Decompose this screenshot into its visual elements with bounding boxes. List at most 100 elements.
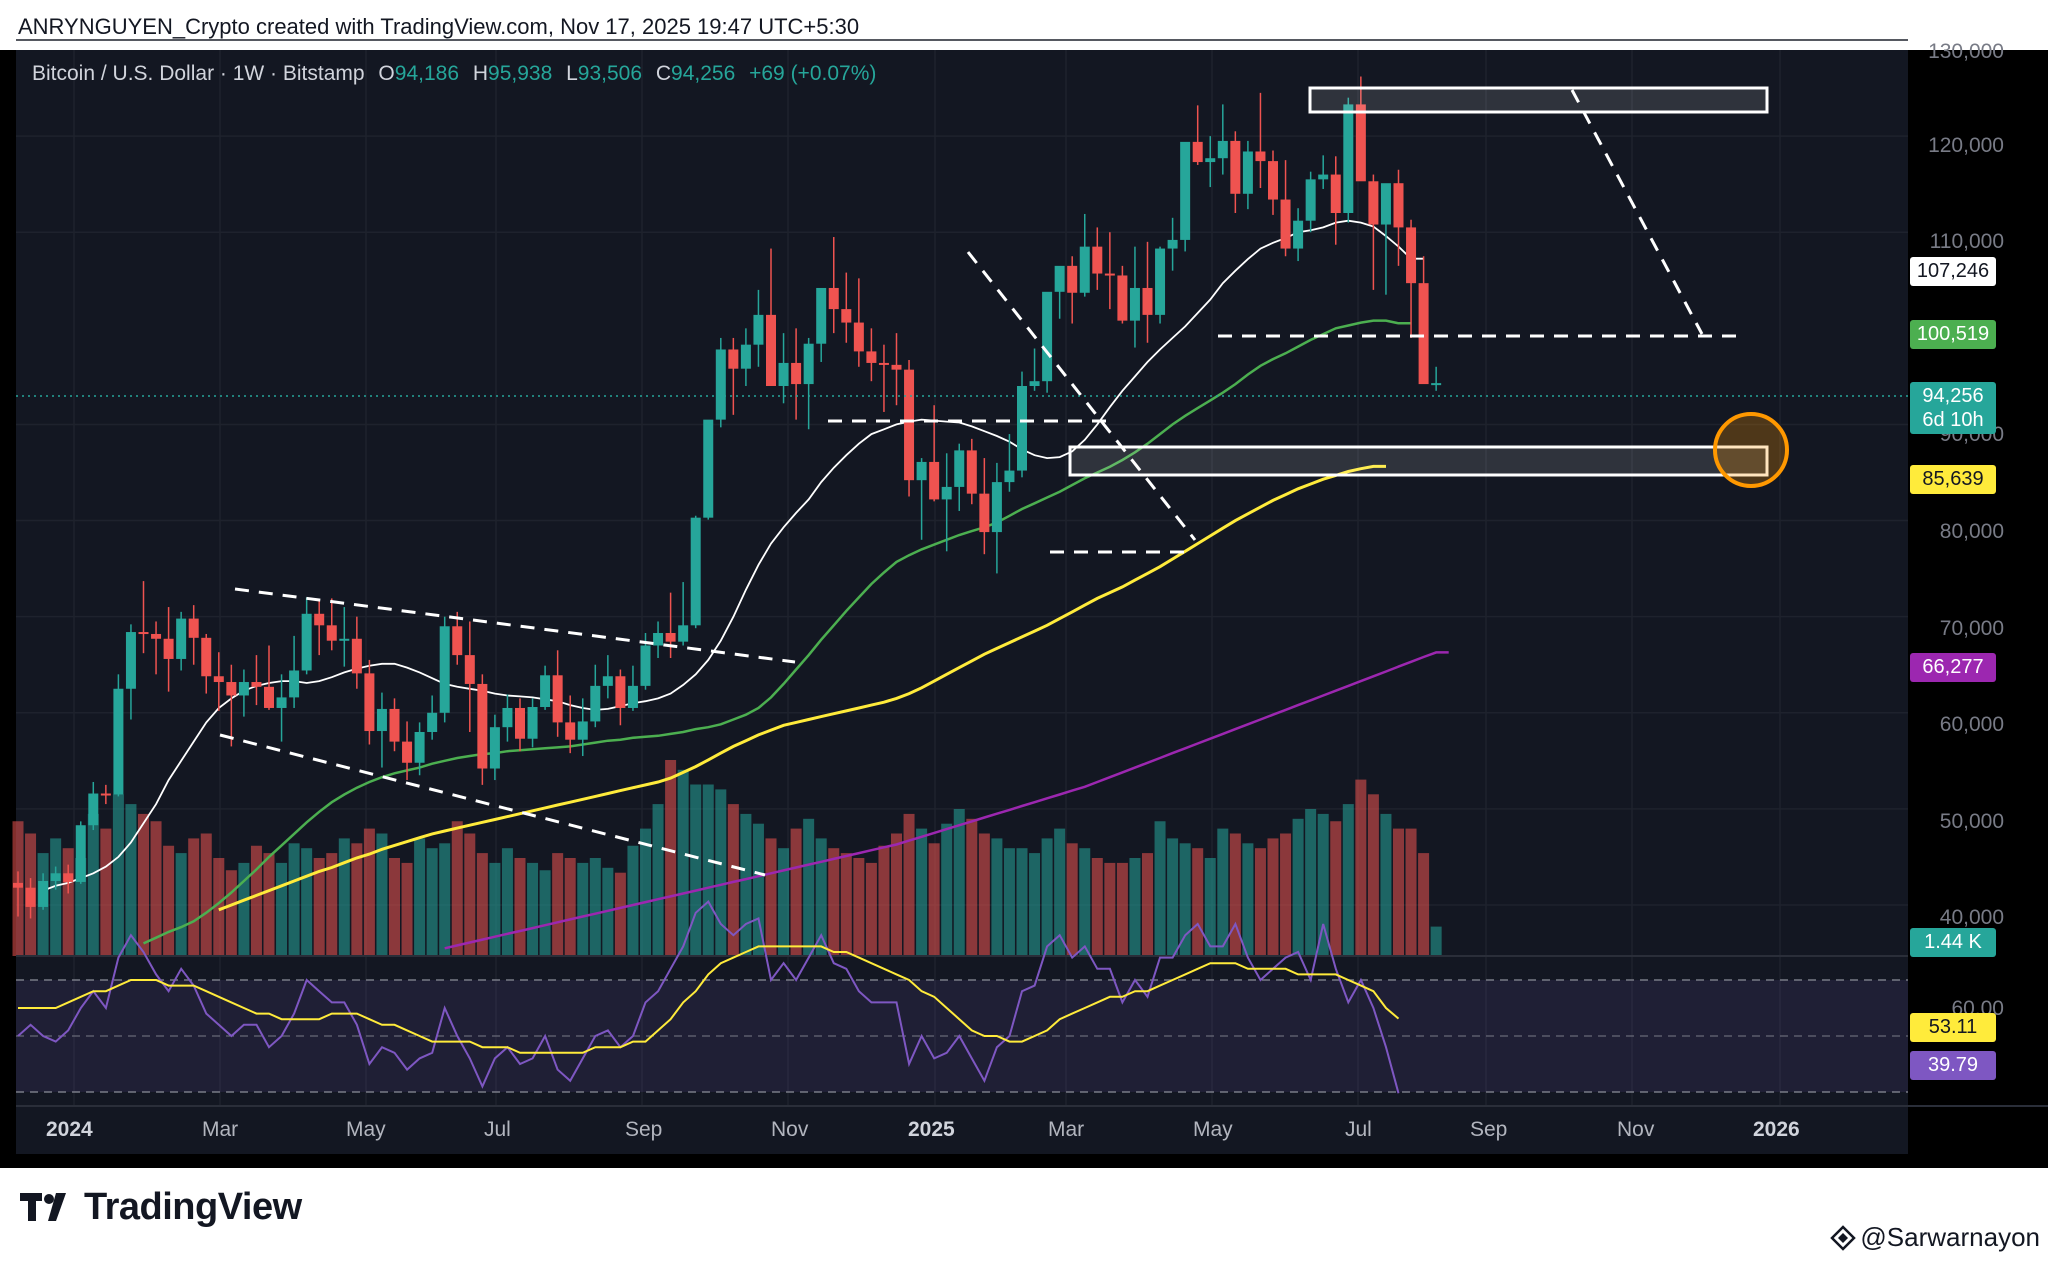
volume-bar	[338, 838, 350, 956]
candle-body	[238, 682, 249, 696]
volume-bar	[665, 760, 677, 956]
volume-bar	[1154, 821, 1166, 956]
volume-bar	[740, 813, 752, 956]
volume-bar	[815, 838, 827, 956]
volume-bar	[677, 769, 689, 956]
volume-bar	[1267, 838, 1279, 956]
volume-bar	[451, 821, 463, 956]
volume-bar	[840, 853, 852, 956]
top1-trend-line	[966, 251, 1197, 541]
volume-bar	[1129, 858, 1141, 956]
time-tick-label: 2024	[46, 1118, 93, 1141]
volume-bar	[1142, 853, 1153, 956]
volume-bar	[376, 833, 388, 956]
volume-badge: 1.44 K	[1910, 928, 1996, 957]
candle-body	[113, 688, 124, 795]
price-tick-label: 80,000	[1939, 520, 2004, 543]
candle-body	[577, 721, 588, 740]
candle-body	[289, 670, 300, 698]
candle-body	[427, 712, 438, 732]
candle-body	[276, 697, 287, 708]
candle-body	[853, 322, 864, 352]
candle-body	[1255, 151, 1266, 162]
candle-body	[38, 880, 49, 907]
time-tick-label: Mar	[202, 1118, 239, 1141]
high-value: 95,938	[488, 62, 553, 85]
price-chart[interactable]	[0, 0, 2048, 1168]
candle-body	[364, 673, 375, 732]
candle-body	[201, 637, 212, 677]
volume-bar	[978, 833, 990, 956]
volume-bar	[1016, 848, 1028, 956]
price-badge: 94,256 6d 10h	[1910, 382, 1996, 434]
volume-bar	[138, 813, 149, 956]
candle-body	[640, 645, 651, 686]
candle-body	[389, 708, 400, 742]
author-watermark: @Sarwarnayon	[1830, 1222, 2040, 1253]
candle-body	[1368, 181, 1379, 225]
volume-bar	[778, 848, 790, 956]
volume-bar	[577, 862, 589, 956]
candle-body	[75, 825, 86, 882]
candle-body	[13, 882, 23, 888]
volume-bar	[1229, 833, 1241, 956]
time-tick-label: 2026	[1753, 1118, 1800, 1141]
candle-body	[1129, 287, 1140, 321]
sma-purple-line	[444, 651, 1449, 950]
volume-bar	[865, 862, 877, 956]
candle-body	[88, 793, 99, 826]
volume-bar	[250, 845, 262, 956]
volume-bar	[878, 845, 890, 956]
high-label: H	[472, 62, 489, 85]
candle-body	[1305, 179, 1316, 221]
price-tick-label: 70,000	[1939, 617, 2004, 640]
volume-bar	[401, 862, 413, 956]
volume-bar	[1317, 813, 1329, 956]
volume-bar	[853, 858, 865, 956]
candle-body	[703, 419, 714, 518]
candle-body	[163, 638, 174, 659]
volume-bar	[351, 843, 363, 956]
tradingview-wordmark: TradingView	[84, 1186, 302, 1228]
tradingview-logo: TradingView	[20, 1186, 302, 1229]
volume-bar	[1430, 926, 1442, 956]
time-tick-label: 2025	[908, 1118, 955, 1141]
volume-bar	[414, 838, 426, 956]
time-tick-label: Jul	[1345, 1118, 1372, 1141]
volume-bar	[1054, 828, 1066, 956]
rsi-indicator	[17, 900, 1400, 1094]
volume-bar	[1418, 853, 1430, 956]
volume-bar	[953, 809, 965, 956]
candle-body	[715, 349, 726, 420]
candle-body	[1293, 220, 1304, 249]
candle-body	[176, 618, 187, 659]
volume-bar	[87, 813, 99, 956]
candle-body	[1079, 246, 1090, 293]
candle-body	[63, 873, 74, 882]
diamond-icon	[1830, 1224, 1857, 1251]
candle-body	[627, 685, 638, 708]
volume-bar	[1292, 818, 1304, 956]
price-tick-label: 130,000	[1928, 40, 2004, 63]
candle-body	[1029, 381, 1040, 386]
volume-bar	[288, 843, 300, 956]
candle-body	[740, 344, 751, 369]
candle-body	[515, 707, 525, 739]
volume-bar	[928, 843, 940, 956]
candle-body	[402, 741, 413, 763]
candle-body	[25, 887, 36, 907]
volume-bar	[501, 848, 513, 956]
watermark-text: @Sarwarnayon	[1860, 1222, 2040, 1252]
sma-white-line	[42, 219, 1424, 892]
candle-body	[376, 708, 387, 732]
candle-body	[728, 349, 739, 369]
time-tick-label: Mar	[1048, 1118, 1085, 1141]
moving-averages	[42, 219, 1449, 950]
candle-body	[866, 351, 877, 363]
open-label: O	[378, 62, 395, 85]
candle-body	[477, 683, 488, 769]
candle-body	[226, 682, 237, 696]
volume-bar	[1393, 828, 1404, 956]
volume-bar	[163, 845, 175, 956]
candle-body	[690, 517, 701, 626]
